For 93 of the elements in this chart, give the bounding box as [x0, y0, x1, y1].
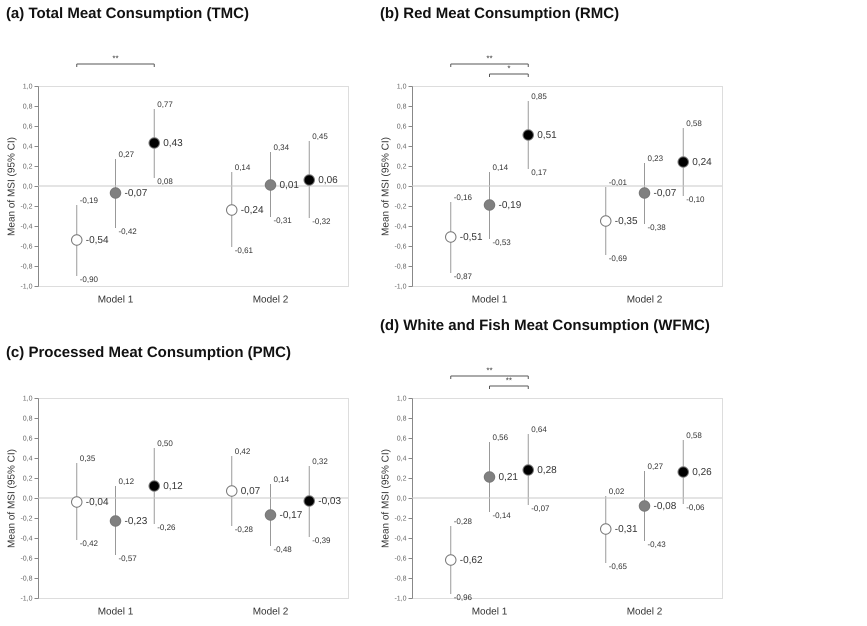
annotation: 0,35	[80, 454, 96, 463]
y-axis-title: Mean of MSI (95% CI)	[6, 137, 18, 236]
x-tick-label: Model 2	[626, 294, 663, 306]
x-tick-label: Model 2	[252, 294, 289, 306]
annotation: -0,96	[454, 593, 473, 602]
annotation: 0,34	[274, 143, 290, 152]
data-label: 0,07	[240, 486, 261, 497]
annotation: -0,26	[157, 523, 176, 532]
data-label: -0,35	[614, 216, 638, 227]
data-label: -0,31	[614, 524, 638, 535]
annotation: 0,45	[312, 132, 328, 141]
annotation: 0,56	[492, 433, 509, 442]
data-label: 0,21	[498, 472, 518, 483]
annotation: 0,14	[492, 163, 509, 172]
annotation: -0,14	[492, 511, 512, 520]
annotation: -0,16	[454, 193, 473, 202]
annotation: -0,28	[234, 525, 254, 534]
text: **	[506, 376, 512, 385]
y-axis-title: Mean of MSI (95% CI)	[380, 449, 392, 548]
annotation: 0,64	[531, 425, 548, 434]
text: *	[507, 64, 510, 73]
annotation: 0,27	[118, 150, 135, 159]
annotation: -0,53	[492, 238, 512, 247]
data-label: 0,24	[692, 157, 712, 168]
annotation: 0,23	[648, 154, 664, 163]
data-label: -0,07	[124, 188, 148, 199]
annotation: -0,90	[80, 275, 99, 284]
annotation: -0,57	[118, 554, 138, 563]
annotation: -0,42	[118, 227, 138, 236]
x-tick-label: Model 2	[626, 606, 663, 618]
x-tick-label: Model 1	[98, 294, 134, 306]
annotation: 0,85	[531, 92, 548, 101]
chart-title: (c) Processed Meat Consumption (PMC)	[6, 344, 291, 361]
annotation: -0,31	[274, 216, 292, 225]
data-label: -0,62	[460, 555, 483, 566]
annotation: -0,69	[608, 254, 628, 263]
data-label: -0,03	[318, 496, 342, 507]
annotation: 0,14	[234, 163, 251, 172]
x-tick-label: Model 1	[472, 294, 508, 306]
chart-title: (d) White and Fish Meat Consumption (WFMC)	[380, 317, 710, 334]
data-label: 0,01	[280, 180, 300, 191]
chart-title: (b) Red Meat Consumption (RMC)	[380, 5, 620, 22]
annotation: -0,38	[648, 223, 666, 232]
text: **	[486, 366, 493, 375]
x-tick-label: Model 2	[252, 606, 289, 618]
text: **	[486, 54, 493, 63]
annotation: 0,42	[234, 447, 251, 456]
annotation: -0,39	[312, 536, 332, 545]
data-label: -0,24	[240, 205, 264, 216]
data-label: -0,04	[86, 497, 109, 508]
annotation: 0,58	[686, 431, 702, 440]
chart-title: (a) Total Meat Consumption (TMC)	[6, 5, 249, 22]
data-label: 0,06	[318, 175, 338, 186]
data-label: -0,17	[280, 510, 303, 521]
data-label: 0,26	[692, 467, 712, 478]
annotation: -0,10	[686, 195, 706, 204]
annotation: 0,02	[608, 487, 625, 496]
annotation: -0,61	[234, 246, 254, 255]
data-label: -0,19	[498, 200, 522, 211]
annotation: 0,77	[157, 100, 174, 109]
annotation: 0,12	[118, 477, 135, 486]
data-label: 0,43	[163, 138, 184, 149]
annotation: -0,28	[454, 517, 473, 526]
annotation: -0,43	[648, 540, 666, 549]
data-label: 0,28	[537, 465, 558, 476]
data-label: -0,54	[86, 235, 109, 246]
annotation: -0,65	[608, 562, 628, 571]
annotation: 0,14	[274, 475, 290, 484]
x-tick-label: Model 1	[472, 606, 508, 618]
annotation: -0,87	[454, 272, 473, 281]
annotation: -0,48	[274, 545, 292, 554]
annotation: 0,32	[312, 457, 328, 466]
y-axis-title: Mean of MSI (95% CI)	[6, 449, 18, 548]
data-label: -0,23	[124, 516, 148, 527]
annotation: 0,58	[686, 119, 702, 128]
data-label: -0,51	[460, 232, 483, 243]
annotation: 0,17	[531, 168, 548, 177]
annotation: -0,42	[80, 539, 99, 548]
y-axis-title: Mean of MSI (95% CI)	[380, 137, 392, 236]
data-label: 0,51	[537, 130, 558, 141]
annotation: -0,32	[312, 217, 332, 226]
data-label: 0,12	[163, 481, 184, 492]
annotation: -0,07	[531, 504, 550, 513]
annotation: 0,50	[157, 439, 174, 448]
annotation: 0,27	[648, 462, 664, 471]
annotation: 0,08	[157, 177, 174, 186]
text: **	[112, 54, 119, 63]
x-tick-label: Model 1	[98, 606, 134, 618]
annotation: -0,01	[608, 178, 628, 187]
data-label: -0,07	[654, 188, 677, 199]
annotation: -0,19	[80, 196, 99, 205]
data-label: -0,08	[654, 501, 677, 512]
annotation: -0,06	[686, 503, 706, 512]
